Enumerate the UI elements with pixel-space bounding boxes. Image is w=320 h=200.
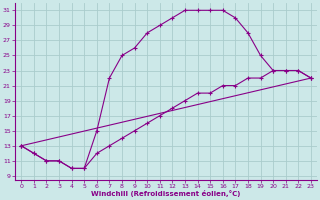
X-axis label: Windchill (Refroidissement éolien,°C): Windchill (Refroidissement éolien,°C) bbox=[92, 190, 241, 197]
